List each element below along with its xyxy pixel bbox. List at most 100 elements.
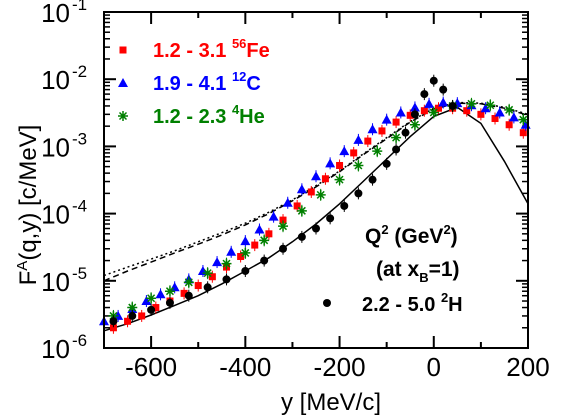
legend-marker-c xyxy=(118,78,128,87)
curve-theory-solid xyxy=(103,106,529,332)
legend-label-he: 1.2 - 2.3 4He xyxy=(153,102,265,128)
point-d xyxy=(165,298,174,307)
point-fe xyxy=(350,149,358,157)
point-he xyxy=(278,221,289,232)
point-fe xyxy=(194,282,202,290)
point-c xyxy=(282,197,293,207)
point-c xyxy=(212,257,223,267)
point-d xyxy=(326,214,335,223)
x-tick-label: 0 xyxy=(427,352,441,382)
point-d xyxy=(429,76,438,85)
x-axis-label: y [MeV/c] xyxy=(281,389,381,416)
curve-theory-dashed xyxy=(103,102,529,282)
point-c xyxy=(395,107,406,117)
point-fe xyxy=(251,241,259,249)
x-tick-label: -600 xyxy=(125,352,177,382)
point-he xyxy=(146,293,157,304)
theory-curves xyxy=(103,101,529,332)
point-fe xyxy=(138,312,146,320)
point-c xyxy=(155,289,166,299)
point-d xyxy=(392,145,401,154)
point-he xyxy=(202,268,213,279)
point-he xyxy=(334,174,345,185)
y-tick-exponent: -5 xyxy=(72,264,87,283)
point-fe xyxy=(180,289,188,297)
point-d xyxy=(420,90,429,99)
curve-theory-dotted xyxy=(103,101,529,277)
point-c xyxy=(438,97,449,107)
point-d xyxy=(448,101,457,110)
point-fe xyxy=(152,304,160,312)
point-fe xyxy=(420,107,428,115)
point-he xyxy=(127,302,138,313)
point-c xyxy=(311,171,321,181)
series-d xyxy=(109,74,457,328)
point-c xyxy=(296,184,307,194)
point-c xyxy=(141,296,152,306)
point-he xyxy=(409,119,420,130)
point-he xyxy=(485,100,496,111)
point-fe xyxy=(392,118,400,126)
point-fe xyxy=(208,273,216,281)
point-c xyxy=(339,146,350,156)
point-he xyxy=(221,258,232,269)
point-he xyxy=(518,114,529,125)
y-tick-label: 10 xyxy=(41,334,70,364)
series-c xyxy=(99,96,531,328)
point-fe xyxy=(321,175,329,183)
point-he xyxy=(164,286,175,297)
point-he xyxy=(315,189,326,200)
point-d xyxy=(222,275,231,284)
point-d xyxy=(401,128,410,137)
point-d xyxy=(354,189,363,198)
legend: 1.2 - 3.1 56Fe 1.9 - 4.1 12C 1.2 - 2.3 4He xyxy=(118,36,270,128)
point-fe xyxy=(109,324,117,332)
point-fe xyxy=(477,110,485,118)
point-fe xyxy=(265,230,273,238)
legend-label-h: 2.2 - 5.0 2H xyxy=(362,290,463,316)
point-d xyxy=(312,224,320,233)
point-d xyxy=(109,317,118,326)
y-tick-exponent: -2 xyxy=(72,62,87,81)
point-c xyxy=(424,98,435,108)
point-c xyxy=(268,211,279,221)
point-d xyxy=(260,256,269,265)
y-tick-label: 10 xyxy=(41,200,70,230)
point-d xyxy=(368,175,377,184)
point-d xyxy=(128,311,137,320)
point-d xyxy=(241,266,250,275)
point-he xyxy=(240,247,251,258)
series-fe xyxy=(109,102,527,334)
point-c xyxy=(226,246,237,256)
point-d xyxy=(410,110,419,119)
legend-label-c: 1.9 - 4.1 12C xyxy=(153,69,261,95)
point-d xyxy=(297,232,306,241)
point-fe xyxy=(237,252,245,260)
point-he xyxy=(391,132,402,143)
y-tick-exponent: -1 xyxy=(72,0,87,14)
point-d xyxy=(382,159,391,168)
point-fe xyxy=(293,202,301,210)
y-tick-exponent: -4 xyxy=(72,197,87,216)
point-fe xyxy=(307,188,315,196)
point-d xyxy=(340,201,349,210)
point-fe xyxy=(463,107,471,115)
point-c xyxy=(367,124,378,134)
point-c xyxy=(254,224,265,234)
point-fe xyxy=(124,317,132,325)
y-tick-label: 10 xyxy=(41,132,70,162)
point-he xyxy=(504,104,515,115)
y-tick-label: 10 xyxy=(41,267,70,297)
point-c xyxy=(240,236,251,246)
legend-marker-he xyxy=(118,111,128,121)
point-fe xyxy=(406,111,414,119)
point-c xyxy=(381,114,392,124)
data-points xyxy=(99,74,531,334)
point-c xyxy=(494,107,505,117)
point-d xyxy=(184,291,193,300)
point-fe xyxy=(491,115,499,123)
point-fe xyxy=(505,121,513,129)
x-tick-label: -400 xyxy=(219,352,271,382)
